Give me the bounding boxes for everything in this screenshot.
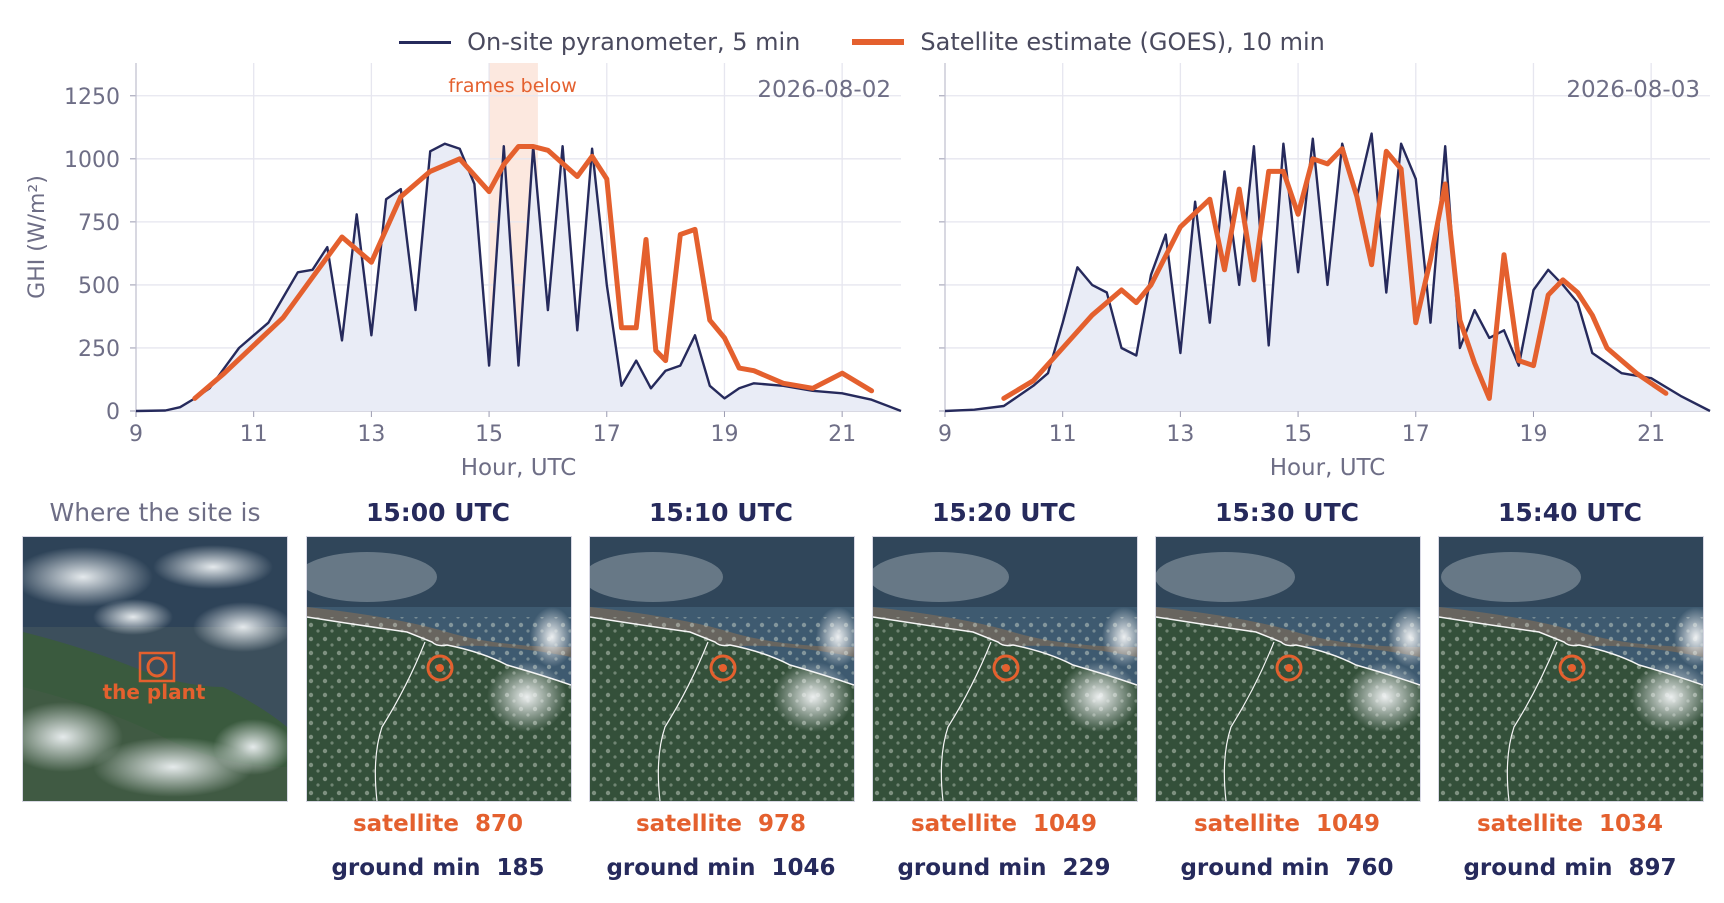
frame-satellite-4: satellite 1049 [1193, 811, 1381, 837]
panel2-xtick-label: 9 [938, 422, 952, 447]
panel2-xtick-label: 15 [1284, 422, 1312, 447]
panel1-xtick-label: 15 [475, 422, 503, 447]
plant-marker-icon [992, 654, 1020, 682]
locator-title: Where the site is [49, 498, 261, 527]
frame-time-1: 15:00 UTC [366, 498, 510, 527]
frame-ground-3: ground min 229 [897, 855, 1111, 881]
plant-marker-icon [709, 654, 737, 682]
satellite-frame-5 [1438, 536, 1704, 802]
plant-dot-icon [1002, 664, 1010, 672]
satellite-frame-3 [872, 536, 1138, 802]
panel1-xtick-label: 13 [357, 422, 385, 447]
panel2-xtick-label: 21 [1637, 422, 1665, 447]
panel2-ground-line [944, 132, 1711, 413]
panel1-xtick-label: 21 [828, 422, 856, 447]
frame-time-4: 15:30 UTC [1215, 498, 1359, 527]
legend-item-satellite: Satellite estimate (GOES), 10 min [852, 28, 1325, 56]
chart-legend: On-site pyranometer, 5 min Satellite est… [0, 22, 1724, 62]
panel1-x-axis-label: Hour, UTC [461, 455, 577, 481]
satellite-frame-2 [589, 536, 855, 802]
plant-label: the plant [102, 680, 206, 704]
legend-label-ground: On-site pyranometer, 5 min [467, 28, 801, 56]
plant-marker-icon [1275, 654, 1303, 682]
panel1-ytick-label: 750 [78, 211, 120, 236]
frame-satellite-5: satellite 1034 [1476, 811, 1664, 837]
panel1-ground-line [135, 142, 902, 413]
panel1-xtick-label: 9 [129, 422, 143, 447]
plant-dot-icon [436, 664, 444, 672]
panel1-ytick-label: 1250 [64, 85, 120, 110]
panel2-xtick-label: 11 [1049, 422, 1077, 447]
frame-time-3: 15:20 UTC [932, 498, 1076, 527]
panel1-xtick-label: 19 [710, 422, 738, 447]
panel2-xtick-label: 19 [1519, 422, 1547, 447]
panel2-date-label: 2026-08-03 [1566, 77, 1700, 103]
panel1-satellite-line [192, 144, 875, 401]
plant-dot-icon [719, 664, 727, 672]
plant-marker-icon [146, 656, 168, 678]
plant-dot-icon [1568, 664, 1576, 672]
satellite-frame-4 [1155, 536, 1421, 802]
legend-swatch-satellite [852, 39, 905, 45]
panel1-y-axis-label: GHI (W/m²) [25, 175, 50, 299]
ghi-charts: 0 250 500 750 1000 1250 9 11 13 15 17 19 21 2026-08-0… [25, 63, 1711, 481]
plant-box-icon [138, 651, 176, 683]
panel2-satellite-line [1001, 146, 1669, 401]
frame-satellite-3: satellite 1049 [910, 811, 1098, 837]
panel1-xtick-label: 17 [593, 422, 621, 447]
panel1-date-label: 2026-08-02 [757, 77, 891, 103]
panel1-ytick-label: 500 [78, 274, 120, 299]
panel1-ytick-label: 0 [106, 400, 120, 425]
panel1-ytick-label: 250 [78, 337, 120, 362]
frame-satellite-1: satellite 870 [352, 811, 524, 837]
panel1-ytick-label: 1000 [64, 148, 120, 173]
panel1-ground-area [136, 143, 901, 411]
panel1-xtick-label: 11 [240, 422, 268, 447]
panel2-x-axis-label: Hour, UTC [1270, 455, 1386, 481]
panel1-annotation: frames below [448, 75, 576, 97]
frame-ground-1: ground min 185 [331, 855, 545, 881]
satellite-frame-1 [306, 536, 572, 802]
panel2-ground-area [945, 133, 1710, 411]
legend-item-ground: On-site pyranometer, 5 min [399, 28, 800, 56]
frame-time-2: 15:10 UTC [649, 498, 793, 527]
frame-ground-5: ground min 897 [1463, 855, 1677, 881]
panel2-xtick-label: 13 [1166, 422, 1194, 447]
frame-ground-4: ground min 760 [1180, 855, 1394, 881]
plant-marker-icon [1558, 654, 1586, 682]
plant-marker-icon [426, 654, 454, 682]
legend-swatch-ground [399, 40, 452, 44]
locator-map [22, 536, 288, 802]
legend-label-satellite: Satellite estimate (GOES), 10 min [920, 28, 1325, 56]
frame-time-5: 15:40 UTC [1498, 498, 1642, 527]
plant-dot-icon [1285, 664, 1293, 672]
panel2-xtick-label: 17 [1402, 422, 1430, 447]
frame-ground-2: ground min 1046 [606, 855, 836, 881]
frame-satellite-2: satellite 978 [635, 811, 807, 837]
